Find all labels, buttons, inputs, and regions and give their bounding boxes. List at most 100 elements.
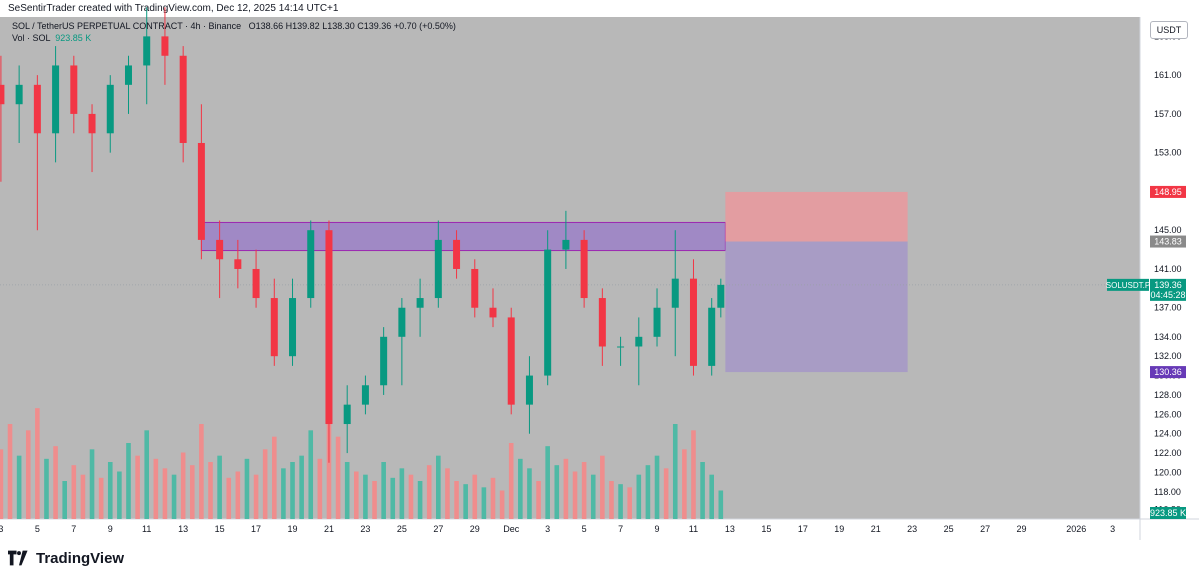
currency-button[interactable]: USDT <box>1150 21 1188 39</box>
price-tick-label: 141.00 <box>1154 264 1182 274</box>
price-candles <box>0 7 725 463</box>
volume-bar <box>718 490 724 519</box>
volume-bar <box>335 436 341 519</box>
candle-body <box>179 55 187 143</box>
volume-bar <box>308 430 314 519</box>
time-tick-label: 17 <box>798 524 808 534</box>
volume-bar <box>162 468 168 519</box>
volume-bar <box>518 458 523 519</box>
candle <box>617 336 625 366</box>
volume-bar <box>691 430 696 519</box>
candle <box>106 75 114 153</box>
candle-body <box>197 142 205 240</box>
candle <box>671 230 679 357</box>
volume-bar <box>244 458 250 519</box>
volume-bar <box>654 455 660 519</box>
candle-body <box>124 65 132 85</box>
candle <box>216 220 224 299</box>
candle <box>434 220 442 308</box>
target-price-label-bg <box>1150 366 1186 379</box>
volume-bar <box>554 465 560 519</box>
candle-body <box>507 317 515 405</box>
change-value: +0.70 (+0.50%) <box>393 21 456 31</box>
high-label: H <box>285 21 293 31</box>
candle <box>52 46 60 163</box>
time-tick-label: 19 <box>288 524 298 534</box>
current-price-label: 139.36 <box>1154 280 1182 290</box>
candle <box>88 104 96 173</box>
candle <box>708 298 716 376</box>
candle <box>307 220 315 308</box>
entry-price-label: 143.83 <box>1154 237 1182 247</box>
price-tick-label: 134.00 <box>1154 332 1182 342</box>
price-tick-label: 137.00 <box>1154 303 1182 313</box>
volume-axis-label: 923.85 K <box>1150 508 1186 518</box>
volume-bar <box>107 462 113 519</box>
volume-bar <box>126 443 131 519</box>
target-price-label: 130.36 <box>1154 367 1182 377</box>
time-tick-label: 9 <box>108 524 113 534</box>
time-tick-label: 15 <box>761 524 771 534</box>
volume-bar <box>317 458 323 519</box>
candle <box>289 278 297 366</box>
candle <box>15 65 23 143</box>
candle-body <box>380 336 388 386</box>
volume-bar <box>344 462 350 519</box>
candle-body <box>33 84 41 134</box>
price-axis-labels: 148.95 143.83 130.36 SOLUSDT.P 139.3604:45:2… <box>1106 185 1186 519</box>
volume-bar <box>581 462 587 519</box>
entry-price-label-bg <box>1150 235 1186 248</box>
time-tick-label: 15 <box>215 524 225 534</box>
candle-body <box>252 268 260 299</box>
volume-bar <box>618 484 623 519</box>
candle <box>361 375 369 415</box>
volume-bar <box>636 474 642 519</box>
price-tick-label: 118.00 <box>1154 487 1181 497</box>
candle-body <box>270 298 278 357</box>
price-axis[interactable] <box>1140 17 1199 519</box>
volume-bar <box>390 477 396 519</box>
time-tick-label: 5 <box>582 524 587 534</box>
plot-area[interactable] <box>0 17 1140 519</box>
candle <box>234 239 242 289</box>
volume-bar <box>235 471 241 519</box>
candle-body <box>88 113 96 134</box>
volume-bar <box>472 474 478 519</box>
volume-bar <box>271 436 277 519</box>
time-tick-label: 23 <box>360 524 370 534</box>
candle <box>70 55 78 134</box>
volume-bar <box>71 465 77 519</box>
time-axis[interactable] <box>0 519 1199 540</box>
candle-body <box>106 84 114 134</box>
volume-bar <box>709 474 715 519</box>
time-tick-label: Dec <box>503 524 520 534</box>
low-label: L <box>322 21 328 31</box>
symbol-legend[interactable]: SOL / TetherUS PERPETUAL CONTRACT · 4h ·… <box>12 21 456 31</box>
short-position-tool[interactable] <box>725 191 908 373</box>
volume-bar <box>290 462 295 519</box>
resistance-zone-layer[interactable] <box>200 221 726 252</box>
volume-price-bg <box>1150 507 1186 519</box>
time-tick-label: 5 <box>35 524 40 534</box>
candle-body <box>343 404 351 425</box>
volume-bar <box>89 449 95 519</box>
volume-bar <box>545 446 550 519</box>
time-tick-label: 19 <box>834 524 844 534</box>
candle-body <box>453 239 461 269</box>
volume-bar <box>408 474 414 519</box>
volume-bar <box>16 455 22 519</box>
candle <box>580 230 588 308</box>
volume-legend[interactable]: Vol · SOL 923.85 K <box>12 33 91 43</box>
volume-bar <box>253 474 259 519</box>
volume-bar <box>7 424 13 519</box>
candle-body <box>361 385 369 405</box>
time-tick-label: 25 <box>944 524 954 534</box>
resistance-zone <box>200 221 726 252</box>
candle <box>635 317 643 386</box>
price-tick-label: 132.00 <box>1154 351 1182 361</box>
time-tick-label: 7 <box>71 524 76 534</box>
low-value: 138.30 <box>327 21 355 31</box>
volume-bar <box>98 477 104 519</box>
tradingview-logo[interactable]: TradingView <box>8 547 124 569</box>
